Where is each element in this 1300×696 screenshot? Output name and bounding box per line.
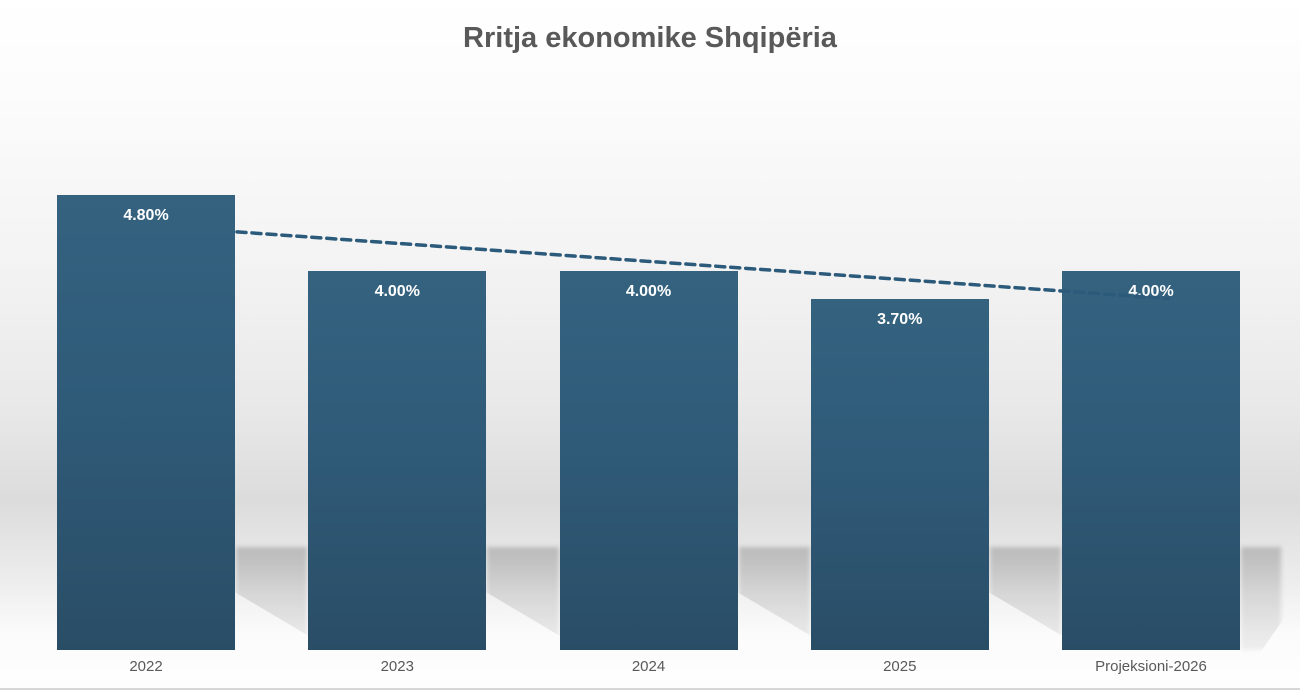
bottom-border [0, 688, 1300, 690]
bar-2024: 4.00% [559, 270, 738, 650]
category-label: 2025 [883, 658, 917, 675]
bar-value-label: 4.00% [1128, 282, 1174, 300]
category-label: 2023 [380, 658, 414, 675]
chart-title: Rritja ekonomike Shqipëria [463, 22, 837, 54]
category-label: Projeksioni-2026 [1095, 658, 1207, 675]
bar-value-label: 4.80% [123, 207, 169, 224]
bar-value-label: 3.70% [877, 311, 923, 329]
bar-value-label: 4.00% [625, 282, 672, 300]
bar-2025: 3.70% [810, 299, 989, 650]
bar-2023: 4.00% [308, 270, 487, 650]
bar-Projeksioni-2026: 4.00% [1062, 270, 1240, 650]
bar-value-label: 4.00% [374, 282, 420, 300]
category-label: 2022 [129, 658, 163, 675]
bar-2022: 4.80% [57, 195, 235, 650]
category-label: 2024 [631, 658, 666, 675]
